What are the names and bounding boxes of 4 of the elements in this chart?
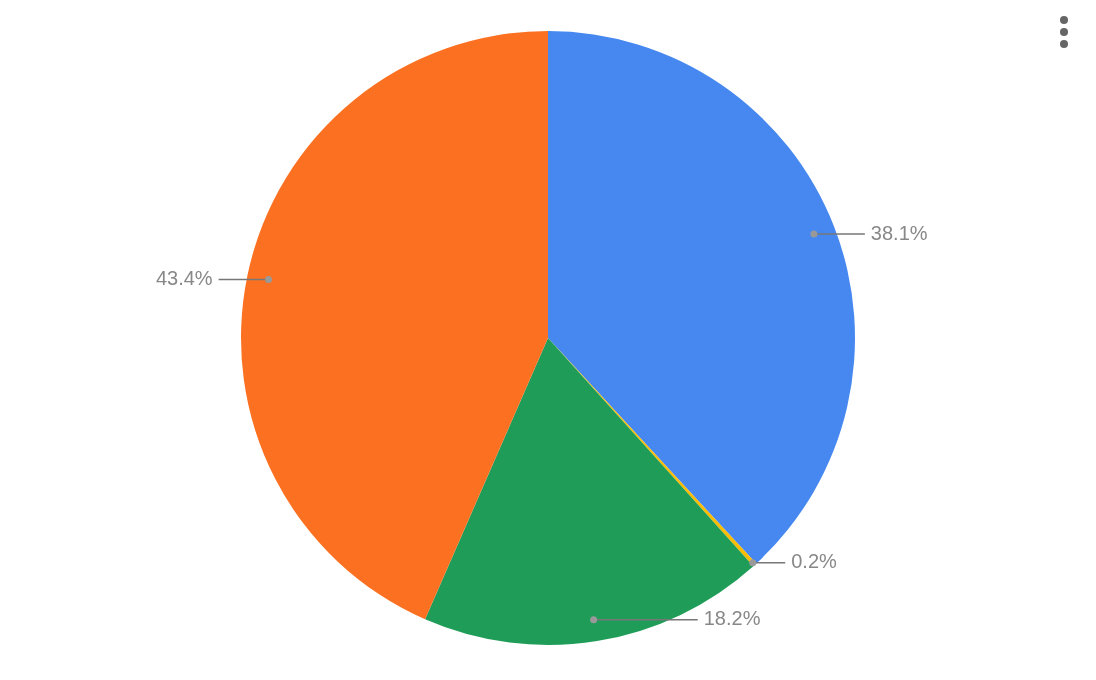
data-label: 43.4%: [155, 267, 213, 290]
data-label: 38.1%: [870, 221, 928, 244]
data-label: 18.2%: [703, 607, 761, 630]
data-label: 0.2%: [791, 550, 838, 573]
